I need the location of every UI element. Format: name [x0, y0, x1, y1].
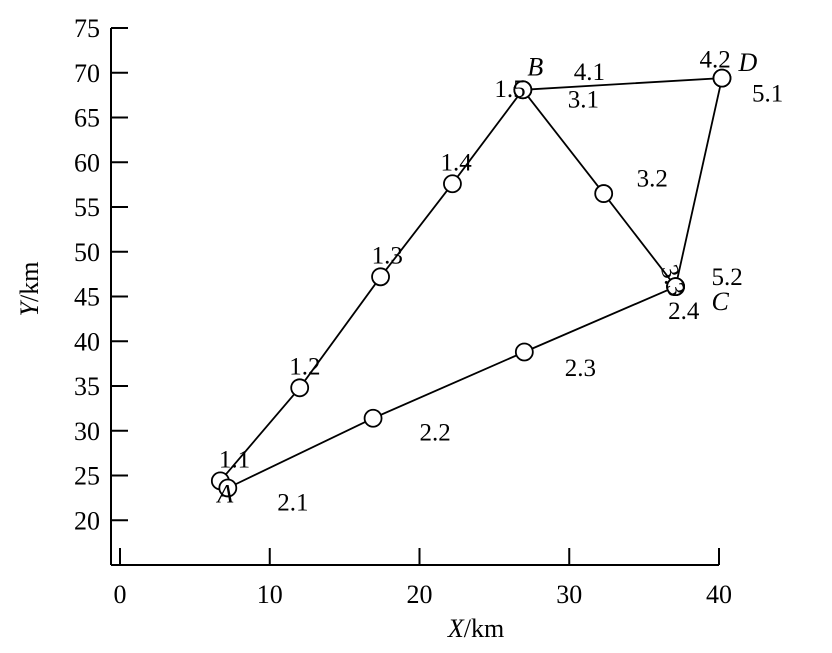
station-marker [594, 184, 614, 203]
node-labels: A B C D [215, 48, 757, 508]
axes [110, 28, 719, 566]
station-label: 3.1 [568, 87, 599, 114]
y-tick-label: 20 [74, 506, 100, 535]
y-tick-label: 55 [74, 193, 100, 222]
y-tick-label: 50 [74, 238, 100, 267]
y-tick-label: 60 [74, 148, 100, 177]
node-label-c: C [712, 287, 730, 316]
y-tick-label: 45 [74, 283, 100, 312]
station-label: 4.2 [700, 46, 731, 73]
station-label: 1.2 [289, 353, 320, 380]
station-marker [218, 478, 238, 498]
node-label-b: B [527, 52, 543, 81]
node-label-a: A [215, 479, 233, 508]
y-tick-label: 25 [74, 462, 100, 491]
x-tick-label: 20 [407, 580, 433, 609]
route-line [522, 77, 724, 287]
station-label: 1.1 [219, 446, 250, 473]
station-marker [513, 80, 533, 100]
routes [219, 77, 724, 489]
y-tick-label: 35 [74, 372, 100, 401]
station-marker [290, 378, 310, 398]
station-marker [363, 408, 383, 428]
station-marker [514, 342, 534, 362]
route-line [227, 285, 676, 489]
station-label: 2.2 [420, 420, 451, 447]
y-tick-label: 65 [74, 104, 100, 133]
station-label: 3.2 [637, 165, 668, 192]
station-label: 2.1 [277, 489, 308, 516]
x-axis-title: X/km [447, 614, 504, 643]
station-marker [371, 267, 390, 287]
station-label: 2.3 [565, 355, 596, 382]
station-label: 1.4 [440, 149, 472, 176]
y-tick-label: 70 [74, 59, 100, 88]
station-label: 5.2 [712, 264, 743, 291]
station-label: 2.4 [668, 298, 700, 325]
y-tick-label: 40 [74, 327, 100, 356]
station-label: 4.1 [574, 59, 605, 86]
station-marker [443, 174, 462, 194]
y-tick-label: 30 [74, 417, 100, 446]
x-tick-label: 0 [114, 580, 127, 609]
x-tick-label: 30 [556, 580, 582, 609]
stations [210, 68, 732, 498]
node-label-d: D [737, 48, 757, 77]
x-tick-label: 10 [257, 580, 283, 609]
y-ticks: 20 25 30 35 40 45 50 55 60 65 70 75 [74, 14, 128, 535]
station-label: 1.3 [372, 242, 403, 269]
y-axis-title: Y/km [15, 262, 44, 317]
station-marker [666, 277, 685, 297]
x-ticks: 0 10 20 30 40 [114, 548, 732, 609]
x-tick-label: 40 [706, 580, 732, 609]
station-marker [712, 68, 732, 88]
station-label: 1.5 [494, 76, 525, 103]
station-label: 5.1 [752, 80, 783, 107]
station-labels: 1.12.11.21.31.41.52.22.32.43.13.23.34.1 4… [219, 46, 783, 516]
y-tick-label: 75 [74, 14, 100, 43]
